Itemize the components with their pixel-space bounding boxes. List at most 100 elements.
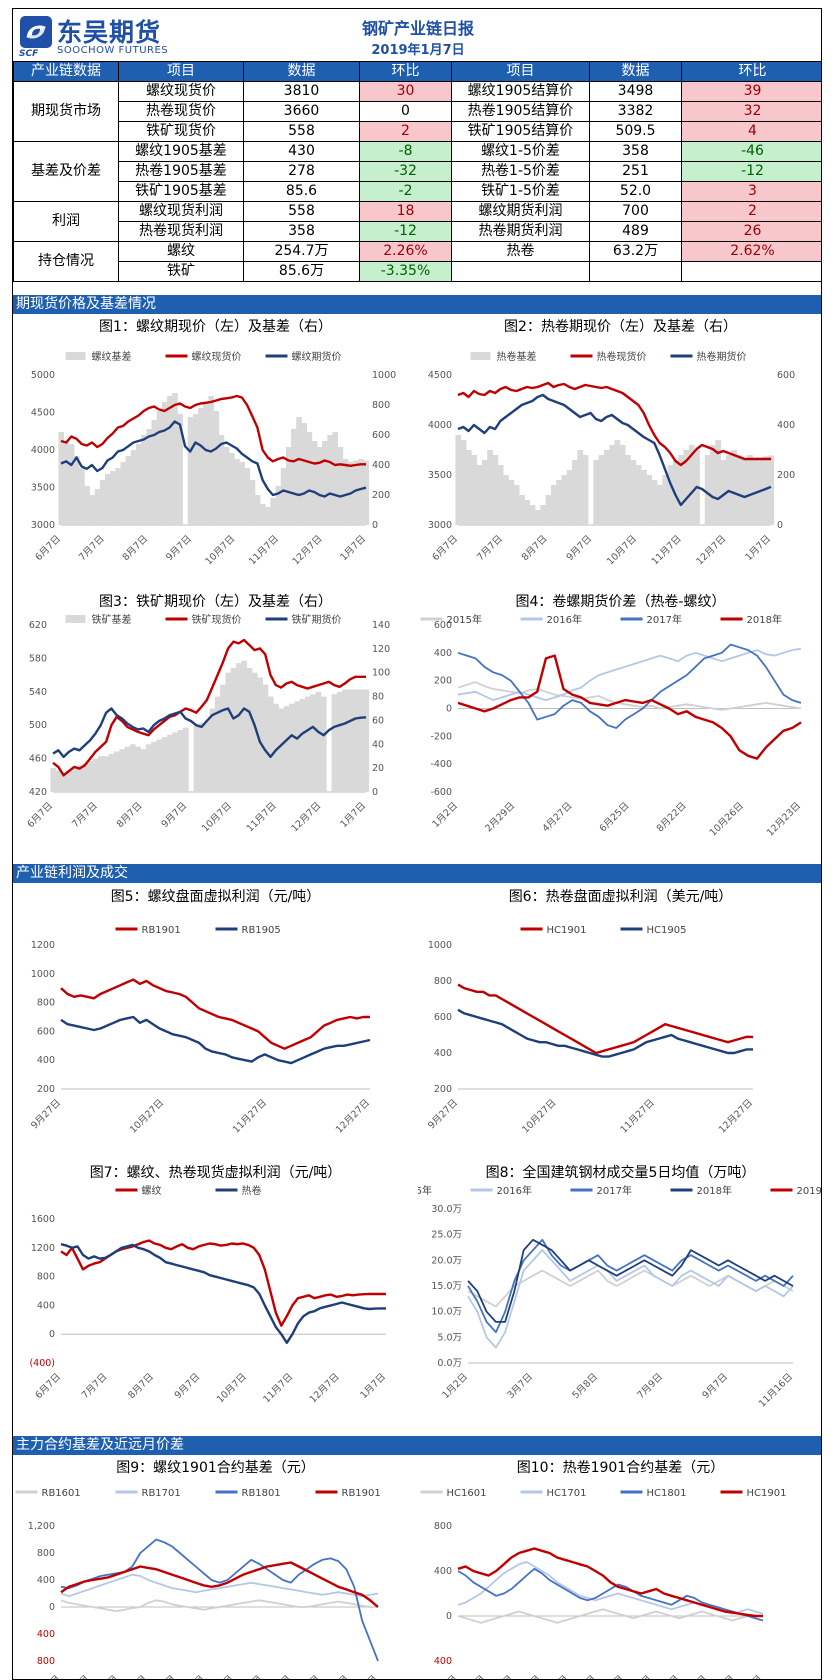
y-tick-label: 0 [446, 704, 452, 715]
area-bar [598, 455, 605, 525]
y-tick-label: 5000 [31, 370, 55, 381]
series-line [60, 1538, 379, 1662]
area-bar [688, 445, 695, 525]
x-tick-label: 6月 [469, 1673, 488, 1680]
table-row: 铁矿现货价 558 2 铁矿1905结算价 509.5 4 [14, 121, 821, 142]
x-tick-label: 6月 [217, 1673, 236, 1680]
area-bar [731, 450, 737, 525]
chart-steel-volume: 图8：全国建筑钢材成交量5日均值（万吨） 2015年 2016年 2017年 2018年… [418, 1164, 821, 1410]
legend-item: RB1901 [115, 925, 181, 936]
series-line [457, 1008, 753, 1058]
chart-ore-price-basis: 图3：铁矿期现价（左）及基差（右） 铁矿基差 铁矿现货价 铁矿期货价 620 580 540… [25, 593, 390, 834]
x-tick-label: 1月7日 [358, 1371, 388, 1401]
legend-label: 热卷期货价 [697, 350, 747, 363]
area-bar [129, 744, 136, 792]
item-change: 0 [359, 101, 452, 122]
item-value: 509.5 [589, 121, 682, 142]
chart-rebar-price-basis: 图1：螺纹期现价（左）及基差（右） 螺纹基差 螺纹现货价 螺纹期货价 5000 4500 4… [31, 318, 396, 567]
series-line [60, 1243, 386, 1345]
area-bar [593, 460, 600, 525]
x-tick-label: 10月7日 [200, 800, 234, 834]
y-tick-label: -200 [430, 731, 452, 742]
x-tick-label: 12月23日 [765, 800, 803, 838]
legend-label: HC1801 [647, 1488, 687, 1499]
area-bar [291, 429, 297, 525]
y-tick-label: 1,200 [28, 1521, 55, 1532]
chart-title: 图3：铁矿期现价（左）及基差（右） [99, 593, 332, 610]
x-tick-label: 1月7日 [338, 800, 368, 830]
item-value: 700 [589, 201, 682, 222]
area-bar [260, 504, 266, 525]
item-value: 558 [243, 201, 360, 222]
report-date: 2019年1月7日 [371, 43, 465, 58]
x-tick-label: 11月7日 [261, 1371, 295, 1405]
legend-item: 螺纹现货价 [165, 350, 242, 363]
area-bar [151, 741, 157, 792]
series-line [60, 978, 370, 1050]
series-line [60, 1599, 378, 1613]
table-row: 热卷1905基差 278 -32 热卷1-5价差 251 -12 [14, 161, 821, 182]
area-bar [561, 475, 568, 525]
x-tick-label: 6月7日 [25, 800, 55, 830]
area-bar [301, 423, 308, 525]
series-line [52, 638, 366, 777]
legend-swatch [65, 615, 86, 623]
series-line [457, 1547, 763, 1618]
legend-label: 螺纹期货价 [292, 350, 342, 363]
y2-tick-label: 20 [372, 763, 384, 774]
legend-item: 螺纹 [115, 1184, 162, 1197]
y2-tick-label: 80 [372, 692, 384, 703]
area-bar [280, 468, 287, 525]
item-value: 85.6 [243, 181, 360, 202]
area-bar [603, 450, 610, 525]
header-cell: 环比 [359, 61, 452, 82]
area-bar [331, 694, 338, 792]
area-bar [120, 462, 127, 525]
item-name: 铁矿1905结算价 [451, 121, 590, 142]
y2-tick-label: 800 [372, 400, 390, 411]
y-tick-label: 400 [37, 1575, 55, 1586]
series-line [457, 1561, 764, 1615]
y-tick-label: 1000 [31, 969, 55, 980]
x-tick-label: 6月 [719, 1673, 738, 1680]
area-bar [229, 453, 235, 525]
legend-item: 热卷基差 [470, 350, 537, 363]
header-cell: 数据 [243, 61, 360, 82]
area-bar [332, 432, 339, 525]
x-tick-label: 6月 [73, 1673, 92, 1680]
item-change: 2.62% [681, 241, 821, 262]
item-value: 3810 [243, 81, 360, 102]
item-name: 螺纹 [118, 241, 244, 262]
area-bar [145, 744, 152, 792]
area-bar [710, 445, 716, 525]
legend-label: RB1801 [242, 1488, 281, 1499]
area-bar [151, 420, 158, 525]
section-header-prices: 期现货价格及基差情况 [13, 295, 821, 314]
x-tick-label: 9月7日 [564, 533, 594, 563]
area-bar [572, 460, 578, 525]
x-tick-label: 6月 [333, 1673, 352, 1680]
y-tick-label: 460 [29, 754, 47, 765]
y-tick-label: 4000 [428, 420, 452, 431]
area-bar [267, 696, 274, 792]
y2-tick-label: 100 [372, 668, 390, 679]
area-bar [161, 737, 168, 792]
legend-item: 螺纹期货价 [265, 350, 342, 363]
y-tick-label: 600 [434, 1012, 452, 1023]
area-bar [299, 698, 306, 792]
x-tick-label: 6月 [746, 1673, 765, 1680]
y-tick-label: 1600 [31, 1214, 55, 1225]
report-title: 钢矿产业链日报 [361, 19, 474, 38]
area-bar [487, 450, 493, 525]
table-row: 热卷现货价 3660 0 热卷1905结算价 3382 32 [14, 101, 821, 122]
x-tick-label: 6月 [497, 1673, 516, 1680]
area-bar [177, 414, 183, 525]
chart-title: 图10：热卷1901合约基差（元） [517, 1459, 724, 1476]
x-tick-label: 10月7日 [203, 533, 237, 567]
legend-label: 2017年 [597, 1184, 632, 1197]
legend-item: 2015年 [420, 613, 482, 626]
y-tick-label: 10.0万 [431, 1307, 462, 1318]
data-table: 产业链数据 项目 数据 环比 项目 数据 环比 期现货市场 螺纹现货价 3810 30… [13, 61, 821, 282]
area-bar [316, 447, 323, 525]
x-tick-label: 6月 [44, 1673, 63, 1680]
